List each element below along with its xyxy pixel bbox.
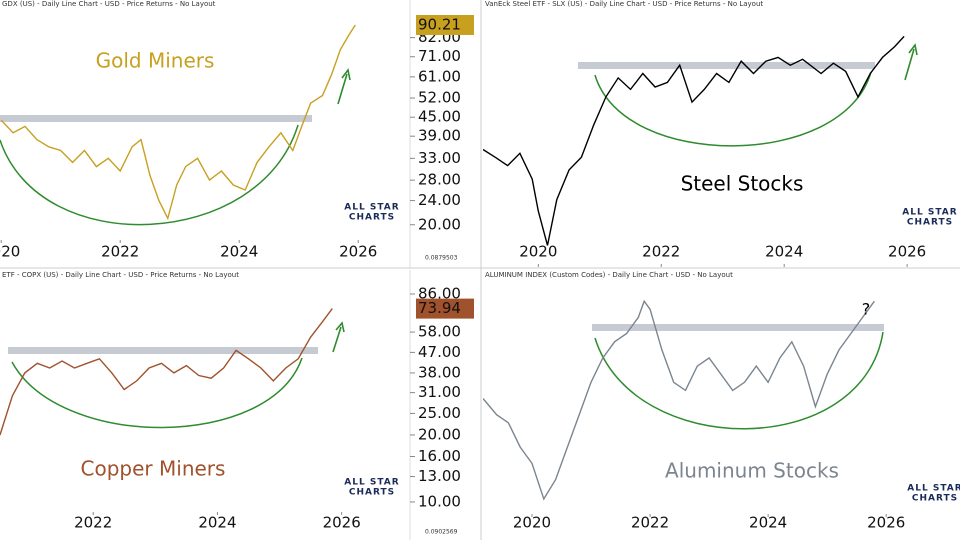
chart-title: Copper Miners [81, 457, 226, 481]
y-tick-label: 33.00 [418, 149, 461, 167]
panel-header: ETF - COPX (US) - Daily Line Chart - USD… [2, 271, 239, 279]
resistance-band [592, 324, 884, 331]
y-tick-label: 20.00 [418, 215, 461, 233]
x-tick-label: 2024 [220, 243, 258, 261]
y-tick-label: 61.00 [418, 67, 461, 85]
y-tick-label: 47.00 [418, 343, 461, 361]
y-tick-label: 45.00 [418, 108, 461, 126]
x-tick-label: 2022 [642, 243, 680, 261]
panel-header: ALUMINUM INDEX (Custom Codes) - Daily Li… [485, 271, 733, 279]
arrow [332, 321, 345, 353]
base-arc [594, 331, 884, 430]
x-tick-label: 2022 [631, 514, 669, 532]
x-tick-label: 2026 [867, 514, 905, 532]
chart-title: Aluminum Stocks [665, 459, 839, 483]
y-tick-label: 10.00 [418, 492, 461, 510]
logo-text: ALL STAR [344, 203, 399, 213]
logo-text: CHARTS [907, 218, 953, 228]
x-tick-label: 2020 [519, 243, 557, 261]
base-arc [11, 357, 303, 429]
chart-title: Steel Stocks [681, 172, 804, 196]
chart-title: Gold Miners [96, 49, 215, 73]
scale-note: 0.0879503 [425, 255, 458, 262]
x-tick-label: 2024 [749, 514, 787, 532]
y-tick-label: 52.00 [418, 89, 461, 107]
logo-text: ALL STAR [907, 484, 960, 494]
arrow [337, 68, 351, 105]
y-tick-label: 16.00 [418, 447, 461, 465]
panel: VanEck Steel ETF - SLX (US) - Daily Line… [483, 0, 957, 267]
logo-text: CHARTS [349, 488, 395, 498]
x-tick-label: 2022 [101, 243, 139, 261]
x-tick-label: 2026 [339, 243, 377, 261]
last-price-box [416, 14, 474, 35]
resistance-band [0, 115, 312, 122]
x-tick-label: 2024 [765, 243, 803, 261]
scale-note: 0.0902569 [425, 529, 458, 536]
y-tick-label: 39.00 [418, 127, 461, 145]
x-tick-label: 2024 [198, 514, 236, 532]
arrow [904, 43, 918, 81]
x-tick-label: 2020 [0, 243, 20, 261]
base-arc [594, 71, 872, 147]
y-tick-label: 24.00 [418, 191, 461, 209]
y-tick-label: 86.00 [418, 285, 461, 303]
y-tick-label: 31.00 [418, 383, 461, 401]
y-tick-label: 20.00 [418, 425, 461, 443]
price-line [0, 24, 356, 221]
panel: ETF - COPX (US) - Daily Line Chart - USD… [0, 270, 474, 540]
panel-header: GDX (US) - Daily Line Chart - USD - Pric… [2, 0, 216, 8]
logo-text: ALL STAR [902, 208, 957, 218]
panel: GDX (US) - Daily Line Chart - USD - Pric… [0, 0, 474, 268]
base-arc [0, 124, 299, 226]
y-tick-label: 28.00 [418, 171, 461, 189]
resistance-band [8, 347, 318, 354]
y-tick-label: 13.00 [418, 467, 461, 485]
price-line [483, 35, 905, 246]
y-tick-label: 38.00 [418, 363, 461, 381]
panel-header: VanEck Steel ETF - SLX (US) - Daily Line… [485, 0, 763, 8]
last-price-label: 73.94 [418, 299, 461, 317]
x-tick-label: 2022 [74, 514, 112, 532]
x-tick-label: 2026 [323, 514, 361, 532]
y-tick-label: 58.00 [418, 323, 461, 341]
panel: ALUMINUM INDEX (Custom Codes) - Daily Li… [483, 271, 960, 532]
y-tick-label: 25.00 [418, 404, 461, 422]
last-price-label: 90.21 [418, 15, 461, 33]
logo-text: CHARTS [349, 213, 395, 223]
price-line [0, 308, 333, 436]
x-tick-label: 2020 [513, 514, 551, 532]
last-price-box [416, 298, 474, 319]
logo-text: ALL STAR [344, 478, 399, 488]
price-line [483, 299, 875, 501]
y-tick-label: 71.00 [418, 47, 461, 65]
x-tick-label: 2026 [888, 243, 926, 261]
annotation: ? [862, 300, 871, 319]
logo-text: CHARTS [912, 494, 958, 504]
resistance-band [578, 62, 875, 69]
